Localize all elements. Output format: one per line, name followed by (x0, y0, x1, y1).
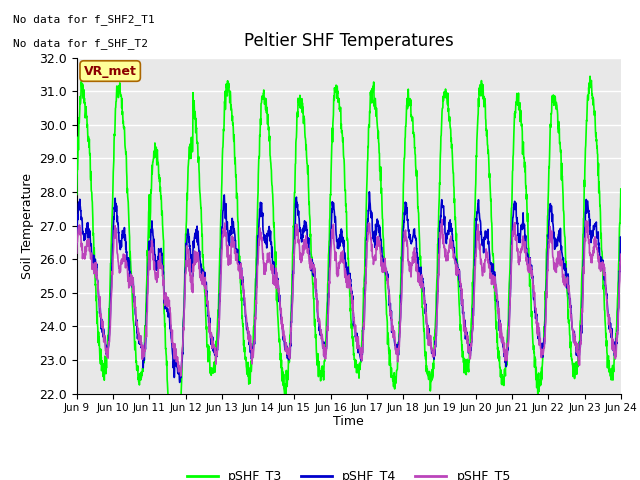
Y-axis label: Soil Temperature: Soil Temperature (20, 173, 34, 278)
Legend: pSHF_T3, pSHF_T4, pSHF_T5: pSHF_T3, pSHF_T4, pSHF_T5 (182, 465, 516, 480)
Text: No data for f_SHF2_T1: No data for f_SHF2_T1 (13, 14, 154, 25)
Text: VR_met: VR_met (84, 64, 136, 78)
X-axis label: Time: Time (333, 415, 364, 428)
Title: Peltier SHF Temperatures: Peltier SHF Temperatures (244, 33, 454, 50)
Text: No data for f_SHF_T2: No data for f_SHF_T2 (13, 38, 148, 49)
